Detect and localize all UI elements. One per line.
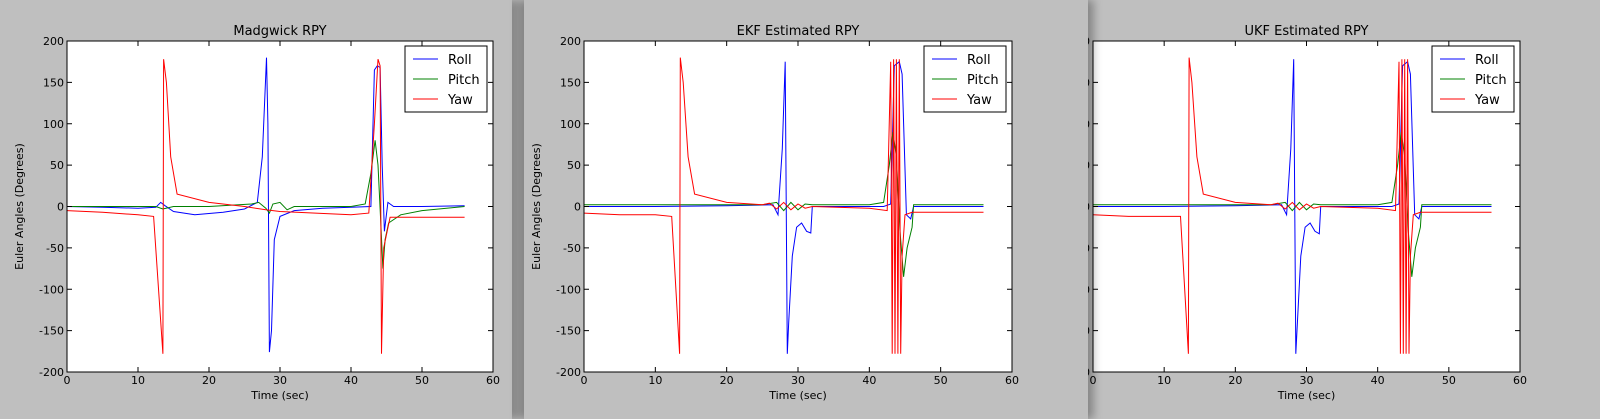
ekf-chart-panel: 0 10 20 30 40 50 60 -200 -150 -100 -50 0 50 100 150 200… xyxy=(524,0,1088,419)
y-tick-label: 50 xyxy=(567,159,581,172)
y-tick-label: -200 xyxy=(1088,366,1090,379)
y-tick-label: -100 xyxy=(1088,283,1090,296)
series-line-roll xyxy=(67,57,465,353)
x-tick-label: 20 xyxy=(720,374,734,387)
series-line-yaw xyxy=(1093,57,1492,354)
ukf-chart: 0 10 20 30 40 50 60 -200 -150 -100 -50 0 50 100 150 200… xyxy=(1088,24,1527,402)
y-tick-label: 100 xyxy=(1088,118,1090,131)
legend-label-pitch: Pitch xyxy=(967,73,999,88)
x-tick-label: 50 xyxy=(415,374,429,387)
x-tick-label: 10 xyxy=(648,374,662,387)
legend-label-roll: Roll xyxy=(967,53,991,68)
x-tick-label: 20 xyxy=(202,374,216,387)
chart-title: EKF Estimated RPY xyxy=(737,24,860,39)
y-tick-label: 150 xyxy=(1088,76,1090,89)
legend-label-yaw: Yaw xyxy=(966,93,992,108)
y-tick-label: 0 xyxy=(574,201,581,214)
legend: Roll Pitch Yaw xyxy=(923,45,1007,113)
y-tick-label: 100 xyxy=(560,118,581,131)
y-axis-label: Euler Angles (Degrees) xyxy=(530,143,543,270)
x-tick-label: 40 xyxy=(862,374,876,387)
y-tick-label: -100 xyxy=(556,283,581,296)
y-axis-label: Euler Angles (Degrees) xyxy=(13,143,26,270)
y-tick-label: 200 xyxy=(560,35,581,48)
x-tick-label: 50 xyxy=(934,374,948,387)
y-tick-label: 50 xyxy=(1088,159,1090,172)
x-tick-label: 10 xyxy=(131,374,145,387)
x-tick-label: 0 xyxy=(64,374,71,387)
x-tick-label: 20 xyxy=(1228,374,1242,387)
x-tick-label: 50 xyxy=(1442,374,1456,387)
y-tick-label: 200 xyxy=(1088,35,1090,48)
x-axis-label: Time (sec) xyxy=(768,389,827,402)
y-tick-label: 50 xyxy=(50,159,64,172)
madgwick-chart-panel: 0 10 20 30 40 50 60 -200 -150 -100 -50 0 50 100 150 200… xyxy=(0,0,512,419)
x-tick-label: 30 xyxy=(791,374,805,387)
x-tick-label: 40 xyxy=(344,374,358,387)
series-line-yaw xyxy=(67,59,465,354)
madgwick-chart: 0 10 20 30 40 50 60 -200 -150 -100 -50 0 50 100 150 200… xyxy=(13,24,500,402)
y-tick-label: 0 xyxy=(1088,201,1090,214)
legend-label-yaw: Yaw xyxy=(1474,93,1500,108)
legend-label-pitch: Pitch xyxy=(448,73,480,88)
legend: Roll Pitch Yaw xyxy=(404,45,488,113)
x-tick-label: 60 xyxy=(1005,374,1019,387)
y-tick-label: -100 xyxy=(39,283,64,296)
x-tick-label: 60 xyxy=(486,374,500,387)
y-tick-label: 0 xyxy=(57,201,64,214)
legend-label-roll: Roll xyxy=(448,53,472,68)
x-tick-label: 0 xyxy=(581,374,588,387)
x-axis-label: Time (sec) xyxy=(1277,389,1336,402)
series-line-yaw xyxy=(584,57,984,354)
y-tick-label: -200 xyxy=(556,366,581,379)
legend: Roll Pitch Yaw xyxy=(1431,45,1515,113)
legend-label-roll: Roll xyxy=(1475,53,1499,68)
chart-title: Madgwick RPY xyxy=(233,24,326,39)
x-tick-label: 30 xyxy=(273,374,287,387)
ekf-chart: 0 10 20 30 40 50 60 -200 -150 -100 -50 0 50 100 150 200… xyxy=(530,24,1019,402)
x-tick-label: 0 xyxy=(1090,374,1097,387)
x-tick-label: 30 xyxy=(1300,374,1314,387)
legend-label-pitch: Pitch xyxy=(1475,73,1507,88)
y-tick-label: -50 xyxy=(1088,242,1090,255)
x-tick-label: 60 xyxy=(1513,374,1527,387)
chart-title: UKF Estimated RPY xyxy=(1245,24,1369,39)
y-tick-label: -150 xyxy=(1088,325,1090,338)
x-axis-label: Time (sec) xyxy=(250,389,309,402)
ukf-chart-panel: 0 10 20 30 40 50 60 -200 -150 -100 -50 0 50 100 150 200… xyxy=(1088,0,1600,419)
y-tick-label: -50 xyxy=(46,242,64,255)
x-tick-label: 40 xyxy=(1371,374,1385,387)
y-tick-label: 200 xyxy=(43,35,64,48)
y-tick-label: 100 xyxy=(43,118,64,131)
y-tick-label: -200 xyxy=(39,366,64,379)
y-tick-label: -50 xyxy=(563,242,581,255)
y-tick-label: -150 xyxy=(556,325,581,338)
y-tick-label: 150 xyxy=(43,76,64,89)
x-tick-label: 10 xyxy=(1157,374,1171,387)
y-tick-label: -150 xyxy=(39,325,64,338)
legend-label-yaw: Yaw xyxy=(447,93,473,108)
y-tick-label: 150 xyxy=(560,76,581,89)
